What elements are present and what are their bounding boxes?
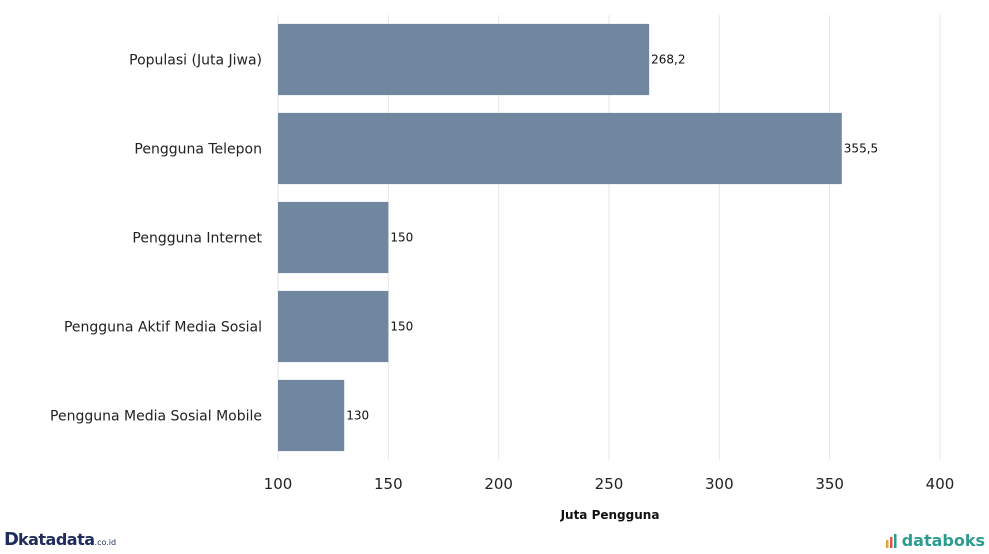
x-tick-label-3: 250 (595, 475, 624, 493)
x-tick-label-5: 350 (815, 475, 844, 493)
bar-3 (278, 290, 389, 363)
x-tick-label-4: 300 (705, 475, 734, 493)
value-label-2: 150 (390, 231, 413, 245)
katadata-logo-name: katadata (17, 530, 95, 549)
x-tick-label-6: 400 (926, 475, 955, 493)
x-tick-label-2: 200 (484, 475, 513, 493)
katadata-logo-mark: D (4, 529, 19, 550)
katadata-logo-tld: .co.id (94, 538, 117, 547)
category-label-0: Populasi (Juta Jiwa) (129, 53, 262, 69)
databoks-logo: databoks (885, 532, 985, 550)
x-axis-title: Juta Pengguna (560, 508, 660, 522)
category-label-4: Pengguna Media Sosial Mobile (50, 409, 262, 425)
x-axis-ticks: 100 150 200 250 300 350 400 (264, 475, 955, 493)
bar-0 (278, 23, 650, 96)
databoks-logo-name: databoks (901, 531, 985, 550)
category-label-3: Pengguna Aktif Media Sosial (64, 320, 262, 336)
bar-2 (278, 201, 389, 274)
databoks-icon (885, 534, 897, 548)
category-label-2: Pengguna Internet (132, 231, 262, 247)
bars (278, 23, 842, 452)
value-label-3: 150 (390, 320, 413, 334)
x-tick-label-1: 150 (374, 475, 403, 493)
category-labels: Populasi (Juta Jiwa) Pengguna Telepon Peng… (50, 53, 262, 425)
category-label-1: Pengguna Telepon (134, 142, 262, 158)
value-label-0: 268,2 (651, 53, 685, 67)
bar-chart: Populasi (Juta Jiwa) Pengguna Telepon Peng… (50, 15, 955, 522)
value-label-4: 130 (346, 409, 369, 423)
bar-1 (278, 112, 842, 185)
value-label-1: 355,5 (844, 142, 878, 156)
x-tick-label-0: 100 (264, 475, 293, 493)
bar-4 (278, 379, 345, 452)
katadata-logo: D katadata .co.id (4, 531, 116, 549)
value-labels: 268,2 355,5 150 150 130 (346, 53, 878, 423)
